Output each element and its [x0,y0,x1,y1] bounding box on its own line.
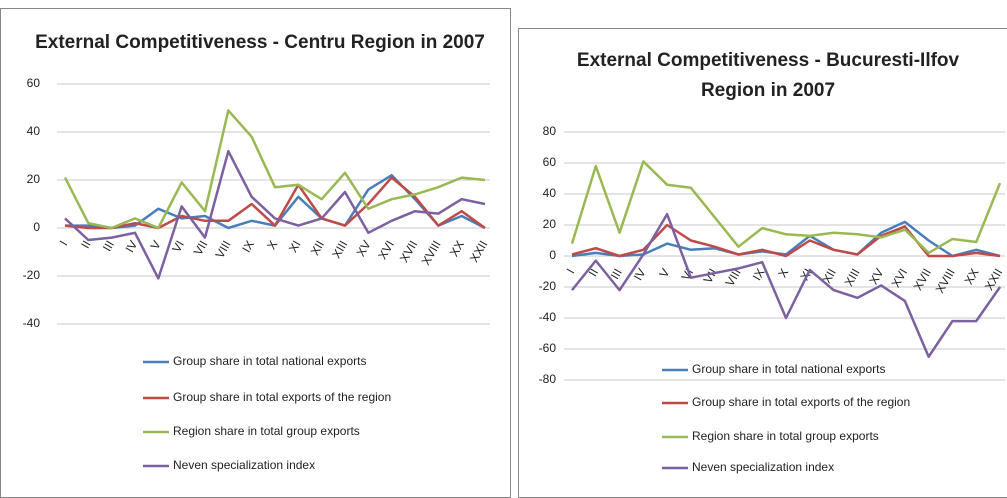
x-tick-label: XVI [375,238,397,262]
x-tick-label: X [775,266,791,280]
x-tick-label: XVIII [933,266,958,296]
y-tick-label: 20 [27,172,41,186]
x-tick-label: XVIII [419,238,444,268]
series-line [571,223,1001,258]
chart-title: External Competitiveness - Bucuresti-Ilf… [576,50,960,101]
y-tick-label: -20 [23,268,41,282]
x-tick-label: I [57,238,71,248]
y-tick-label: 40 [543,186,557,200]
series-line [570,160,1002,255]
legend-label: Group share in total national exports [692,362,885,376]
y-tick-label: 60 [543,155,557,169]
x-tick-label: XV [354,238,374,259]
x-tick-label: XV [866,266,886,287]
series-line [571,212,1002,358]
y-tick-label: 20 [543,217,557,231]
legend-label: Neven specialization index [692,460,834,474]
x-tick-label: XIII [329,238,350,261]
x-tick-label: XXII [467,238,490,265]
x-tick-label: XXII [982,266,1005,293]
x-tick-label: XII [819,266,838,286]
y-tick-label: -60 [539,341,557,355]
x-tick-label: XIII [842,266,863,289]
y-tick-label: -20 [539,279,557,293]
x-tick-label: XVII [911,266,934,293]
chart-title: External Competitiveness - Centru Region… [35,32,485,53]
x-tick-label: XX [961,266,981,287]
chart-frame [0,8,511,498]
x-tick-label: XII [308,238,327,258]
legend-label: Group share in total national exports [173,354,366,368]
x-tick-label: V [656,266,672,280]
x-tick-label: I [564,266,578,276]
y-tick-label: -40 [23,316,41,330]
page: External Competitiveness - Centru Region… [0,8,1007,498]
x-tick-label: IX [239,238,257,255]
x-tick-label: III [100,238,117,254]
y-tick-label: -40 [539,310,557,324]
series-line [64,149,486,280]
legend-label: Group share in total exports of the regi… [692,395,910,409]
x-tick-label: XX [447,238,467,259]
x-tick-label: VII [701,266,720,286]
x-tick-label: II [586,266,601,279]
x-tick-label: XVI [888,266,910,290]
legend-label: Region share in total group exports [692,429,879,443]
y-tick-label: 0 [33,220,40,234]
legend-label: Neven specialization index [173,458,315,472]
x-tick-label: X [264,238,280,252]
x-tick-label: V [148,238,164,252]
y-tick-label: 40 [27,124,41,138]
y-tick-label: 0 [549,248,556,262]
series-line [64,176,486,230]
series-line [63,109,486,230]
legend-label: Region share in total group exports [173,424,360,438]
x-tick-label: VII [191,238,210,258]
x-tick-label: XI [286,238,304,255]
x-tick-label: VIII [213,238,234,261]
y-tick-label: -80 [539,372,557,386]
x-tick-label: XVII [397,238,420,265]
y-tick-label: 60 [27,76,41,90]
y-tick-label: 80 [543,124,557,138]
legend-label: Group share in total exports of the regi… [173,390,391,404]
